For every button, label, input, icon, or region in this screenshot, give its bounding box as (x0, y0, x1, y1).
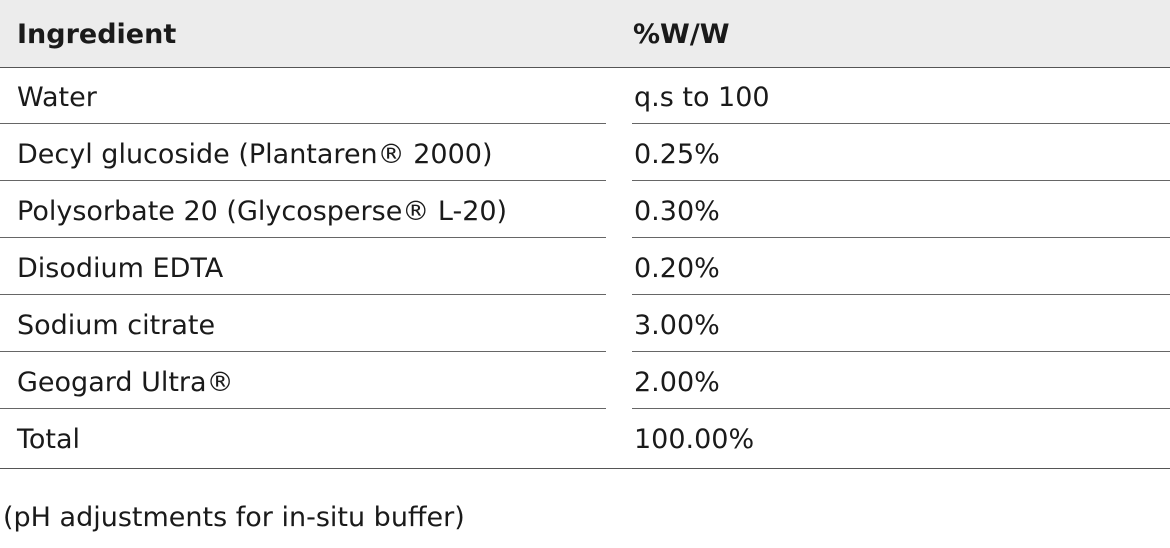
ingredient-cell: Geogard Ultra® (0, 353, 606, 409)
percent-cell: 2.00% (632, 353, 1170, 409)
percent-cell: 0.30% (632, 182, 1170, 238)
table-row: Decyl glucoside (Plantaren® 2000) 0.25% (0, 125, 1170, 182)
percent-cell: 3.00% (632, 296, 1170, 352)
ingredient-cell: Disodium EDTA (0, 239, 606, 295)
total-row: Total 100.00% (0, 410, 1170, 469)
table-row: Disodium EDTA 0.20% (0, 239, 1170, 296)
ingredient-cell: Sodium citrate (0, 296, 606, 352)
total-value-cell: 100.00% (634, 424, 755, 455)
column-header-percent-ww: %W/W (633, 19, 730, 50)
total-label-cell: Total (17, 424, 81, 455)
table-row: Geogard Ultra® 2.00% (0, 353, 1170, 410)
ingredient-cell: Decyl glucoside (Plantaren® 2000) (0, 125, 606, 181)
footnote: (pH adjustments for in-situ buffer) (3, 502, 465, 533)
ingredient-table: Ingredient %W/W Water q.s to 100 Decyl g… (0, 0, 1170, 469)
ingredient-cell: Water (0, 68, 606, 124)
table-row: Sodium citrate 3.00% (0, 296, 1170, 353)
percent-cell: 0.25% (632, 125, 1170, 181)
ingredient-cell: Polysorbate 20 (Glycosperse® L-20) (0, 182, 606, 238)
table-row: Polysorbate 20 (Glycosperse® L-20) 0.30% (0, 182, 1170, 239)
column-header-ingredient: Ingredient (17, 19, 177, 50)
percent-cell: q.s to 100 (632, 68, 1170, 124)
percent-cell: 0.20% (632, 239, 1170, 295)
table-header: Ingredient %W/W (0, 0, 1170, 68)
table-row: Water q.s to 100 (0, 68, 1170, 125)
